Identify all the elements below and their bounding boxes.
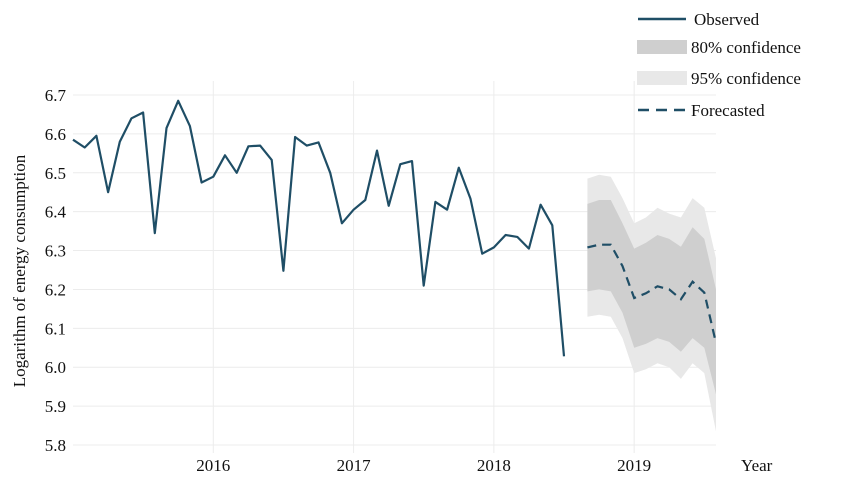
- y-tick-labels: 5.8 5.9 6.0 6.1 6.2 6.3 6.4 6.5 6.6 6.7: [45, 86, 67, 455]
- forecast-line: [587, 243, 718, 344]
- y-tick-label: 6.3: [45, 242, 66, 261]
- y-tick-label: 6.6: [45, 125, 66, 144]
- y-tick-label: 6.7: [45, 86, 67, 105]
- legend-80-label: 80% confidence: [691, 38, 801, 57]
- confidence-80-band: [587, 200, 716, 395]
- y-tick-label: 5.8: [45, 436, 66, 455]
- x-tick-label: 2018: [477, 456, 511, 475]
- legend-observed-label: Observed: [694, 10, 760, 29]
- y-axis-title: Logarithm of energy consumption: [10, 154, 29, 387]
- legend-95-label: 95% confidence: [691, 69, 801, 88]
- observed-line: [72, 99, 566, 357]
- y-tick-label: 6.2: [45, 280, 66, 299]
- legend-forecast-label: Forecasted: [691, 101, 765, 120]
- series-lines: [72, 99, 718, 357]
- y-tick-label: 5.9: [45, 397, 66, 416]
- y-tick-label: 6.5: [45, 164, 66, 183]
- y-tick-label: 6.4: [45, 203, 67, 222]
- y-tick-label: 6.0: [45, 358, 66, 377]
- legend-95-swatch: [637, 71, 687, 85]
- legend: Observed 80% confidence 95% confidence F…: [637, 10, 801, 120]
- x-tick-label: 2019: [617, 456, 651, 475]
- legend-80-swatch: [637, 40, 687, 54]
- x-tick-label: 2016: [196, 456, 230, 475]
- confidence-bands: [587, 174, 716, 432]
- x-tick-labels: 2016 2017 2018 2019: [196, 456, 651, 475]
- x-tick-label: 2017: [337, 456, 372, 475]
- y-tick-label: 6.1: [45, 319, 66, 338]
- x-axis-title: Year: [741, 456, 773, 475]
